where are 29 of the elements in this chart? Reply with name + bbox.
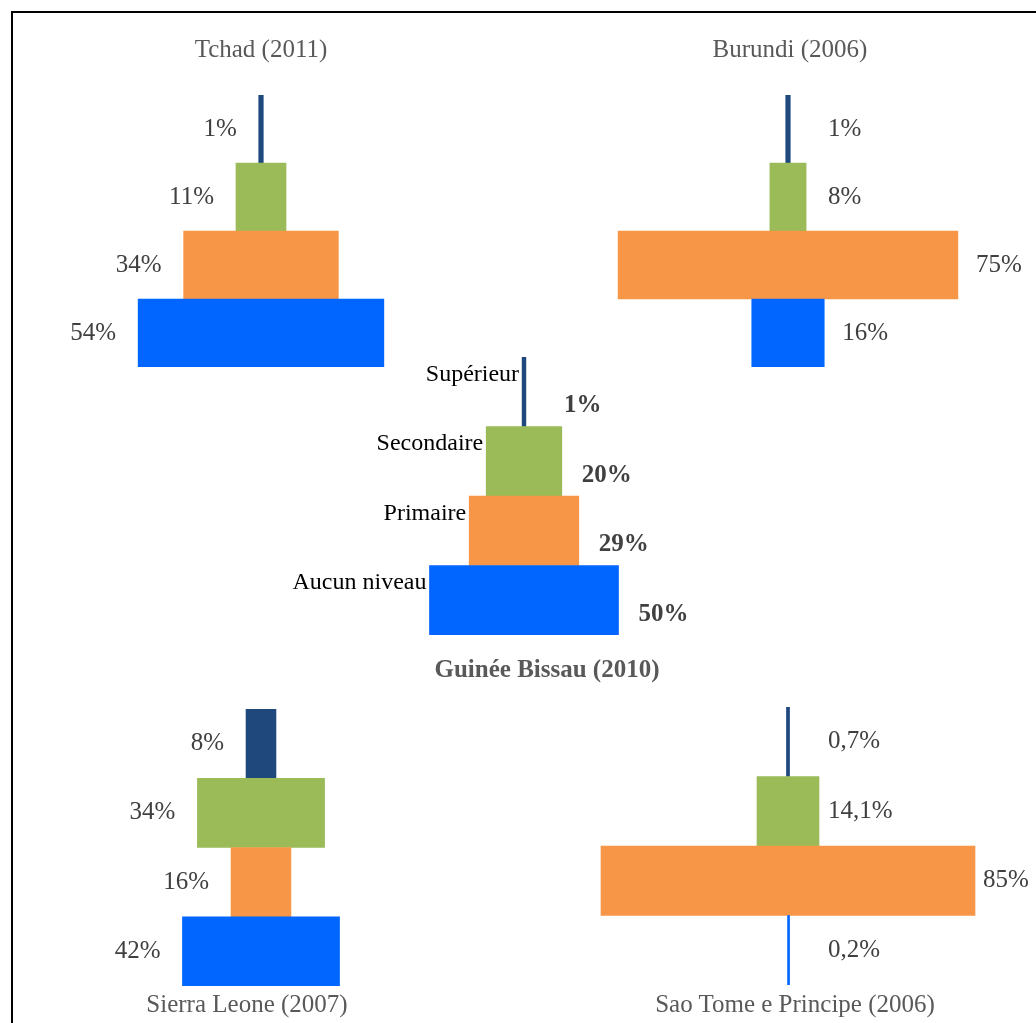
text: Sao Tome e Principe (2006)	[655, 990, 935, 1018]
data-label: 8%	[828, 181, 862, 209]
data-label: 14,1%	[828, 795, 893, 823]
category-label: Primaire	[383, 498, 467, 525]
data-label: 54%	[70, 317, 117, 345]
data-label: 29%	[598, 529, 649, 557]
data-label: 20%	[581, 459, 632, 487]
data-label: 42%	[114, 935, 161, 963]
data-label: 16%	[163, 866, 210, 894]
data-label: 85%	[983, 865, 1029, 893]
text: Burundi (2006)	[712, 35, 868, 63]
category-label: Aucun niveau	[292, 568, 427, 595]
category-label: Supérieur	[425, 359, 520, 386]
data-label: 50%	[638, 598, 689, 626]
data-label: 1%	[564, 390, 602, 418]
data-label: 0,7%	[828, 726, 881, 754]
data-label: 16%	[842, 317, 889, 345]
category-label: Secondaire	[376, 429, 484, 456]
data-label: 34%	[129, 797, 176, 825]
data-label: 11%	[169, 181, 214, 209]
data-label: 75%	[975, 249, 1022, 277]
data-label: 8%	[190, 728, 225, 756]
text: Guinée Bissau (2010)	[434, 655, 660, 683]
text: Sierra Leone (2007)	[146, 990, 348, 1018]
text: Tchad (2011)	[194, 35, 328, 63]
data-label: 34%	[115, 249, 162, 277]
data-label: 1%	[828, 113, 862, 141]
data-label: 0,2%	[828, 934, 881, 962]
data-label: 1%	[203, 113, 237, 141]
